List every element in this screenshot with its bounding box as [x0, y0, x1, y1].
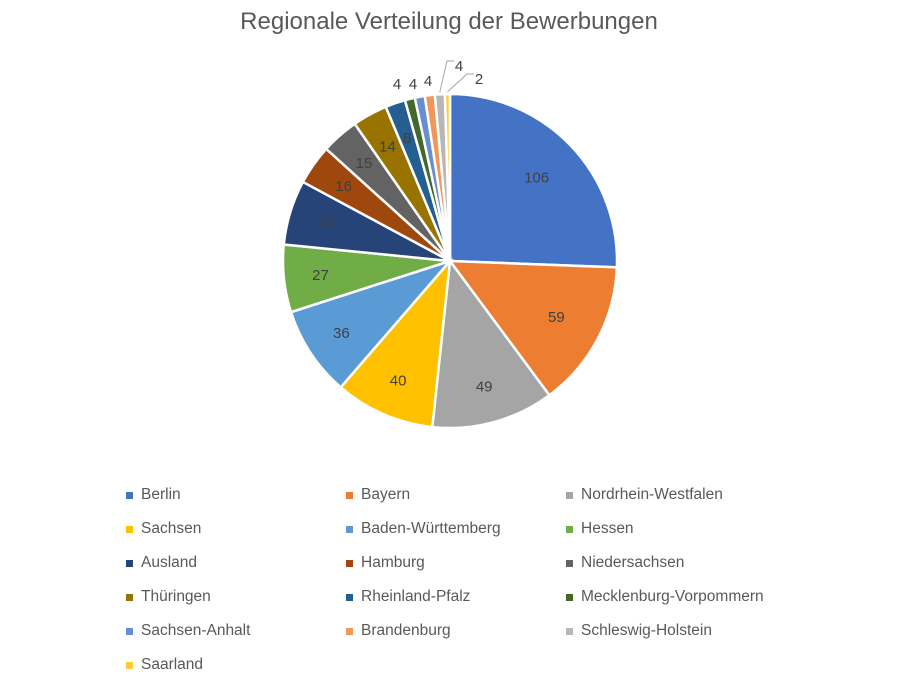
data-label-sachsen: 40: [390, 372, 407, 389]
legend-item-hessen: Hessen: [566, 519, 806, 539]
legend-label: Hamburg: [361, 554, 425, 571]
data-label-thuringen: 14: [379, 139, 396, 156]
legend-item-brandenburg: Brandenburg: [346, 621, 566, 641]
pie-slice-saarland: [443, 92, 452, 262]
legend-swatch: [126, 661, 133, 669]
legend-label: Brandenburg: [361, 622, 451, 639]
legend-label: Ausland: [141, 554, 198, 571]
legend-item-hamburg: Hamburg: [346, 553, 566, 573]
legend-label: Schleswig-Holstein: [581, 622, 712, 639]
legend-swatch: [566, 525, 573, 533]
legend-swatch: [126, 525, 133, 533]
legend-item-rheinland-pfalz: Rheinland-Pfalz: [346, 587, 566, 607]
legend-label: Rheinland-Pfalz: [361, 588, 471, 605]
pie-slice-sachsen: [338, 257, 452, 429]
legend-swatch: [566, 593, 573, 601]
legend-item-niedersachsen: Niedersachsen: [566, 553, 806, 573]
legend-swatch: [566, 627, 573, 635]
legend-label: Thüringen: [141, 588, 211, 605]
legend-item-sachsen: Sachsen: [126, 519, 346, 539]
legend-item-ausland: Ausland: [126, 553, 346, 573]
data-label-berlin: 106: [524, 170, 549, 187]
legend-swatch: [346, 525, 353, 533]
legend-label: Sachsen-Anhalt: [141, 622, 251, 639]
legend-label: Baden-Württemberg: [361, 520, 501, 537]
legend-item-nordrhein-westfalen: Nordrhein-Westfalen: [566, 485, 806, 505]
pie-slice-baden-wurttemberg: [289, 258, 454, 390]
data-label-nordrhein-westfalen: 49: [476, 379, 493, 396]
legend-item-bayern: Bayern: [346, 485, 566, 505]
legend-swatch: [346, 627, 353, 635]
data-label-bayern: 59: [548, 309, 565, 326]
pie-slice-berlin: [448, 92, 619, 269]
data-label-niedersachsen: 15: [356, 155, 373, 172]
legend-swatch: [126, 627, 133, 635]
legend-swatch: [346, 559, 353, 567]
legend-swatch: [346, 491, 353, 499]
legend-swatch: [126, 559, 133, 567]
data-label-schleswig-holstein: 4: [455, 58, 463, 75]
data-label-sachsen-anhalt: 4: [409, 76, 417, 93]
data-label-rheinland-pfalz: 8: [403, 130, 411, 147]
data-label-baden-wurttemberg: 36: [333, 325, 350, 342]
data-label-ausland: 26: [317, 215, 334, 232]
legend-swatch: [566, 559, 573, 567]
legend-item-berlin: Berlin: [126, 485, 346, 505]
legend-label: Sachsen: [141, 520, 202, 537]
legend-swatch: [126, 593, 133, 601]
legend-label: Hessen: [581, 520, 634, 537]
legend-label: Bayern: [361, 486, 411, 503]
legend: Berlin Bayern Nordrhein-Westfalen Sachsen Ba…: [126, 485, 806, 689]
chart-title: Regionale Verteilung der Bewerbungen: [240, 8, 658, 35]
legend-item-baden-wurttemberg: Baden-Württemberg: [346, 519, 566, 539]
leader-line-saarland: [447, 73, 474, 93]
pie-slice-bayern: [447, 259, 619, 397]
legend-label: Saarland: [141, 656, 204, 673]
legend-swatch: [346, 593, 353, 601]
legend-swatch: [566, 491, 573, 499]
legend-label: Nordrhein-Westfalen: [581, 486, 723, 503]
pie-slice-nordrhein-westfalen: [430, 257, 552, 430]
legend-swatch: [126, 491, 133, 499]
legend-item-thuringen: Thüringen: [126, 587, 346, 607]
legend-item-mecklenburg-vorpommern: Mecklenburg-Vorpommern: [566, 587, 806, 607]
legend-item-sachsen-anhalt: Sachsen-Anhalt: [126, 621, 346, 641]
legend-label: Mecklenburg-Vorpommern: [581, 588, 764, 605]
legend-item-schleswig-holstein: Schleswig-Holstein: [566, 621, 806, 641]
data-label-hamburg: 16: [335, 178, 352, 195]
data-label-mecklenburg-vorpommern: 4: [393, 76, 401, 93]
legend-label: Niedersachsen: [581, 554, 685, 571]
legend-item-saarland: Saarland: [126, 655, 346, 675]
data-label-saarland: 2: [475, 71, 483, 88]
leader-line-schleswig-holstein: [439, 60, 454, 93]
data-label-brandenburg: 4: [424, 73, 432, 90]
legend-label: Berlin: [141, 486, 181, 503]
data-label-hessen: 27: [312, 267, 329, 284]
